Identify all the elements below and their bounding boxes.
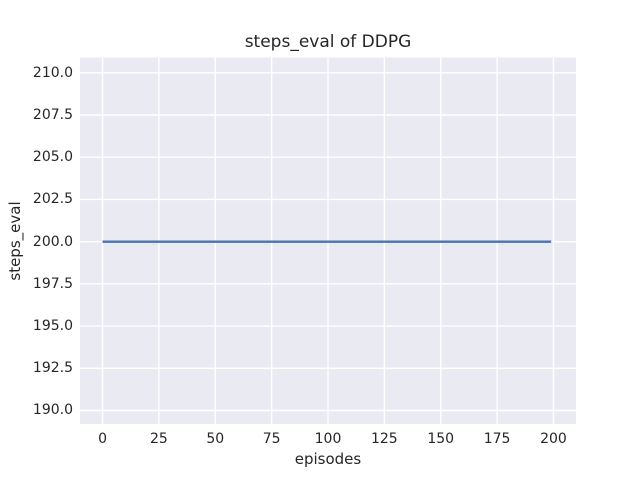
y-tick-label: 205.0: [32, 149, 73, 166]
x-tick-label: 100: [314, 431, 342, 447]
y-tick-label: 192.5: [32, 360, 73, 377]
y-tick-label: 195.0: [32, 318, 73, 335]
y-tick-label: 200.0: [32, 233, 73, 250]
x-tick-label: 0: [98, 431, 107, 447]
x-tick-label: 125: [370, 431, 398, 447]
y-tick-label: 197.5: [32, 275, 73, 292]
x-tick-label: 150: [427, 431, 455, 447]
x-axis-label: episodes: [294, 450, 362, 468]
y-tick-label: 207.5: [32, 107, 73, 123]
x-tick-label: 175: [483, 431, 511, 447]
y-tick-label: 210.0: [32, 64, 73, 81]
x-tick-label: 25: [149, 431, 168, 447]
x-tick-label: 200: [540, 431, 567, 447]
chart-title: steps_eval of DDPG: [244, 32, 412, 52]
y-tick-label: 190.0: [32, 402, 73, 419]
y-tick-label: 202.5: [32, 191, 73, 208]
x-tick-label: 75: [262, 431, 281, 447]
x-tick-label: 50: [206, 431, 225, 447]
